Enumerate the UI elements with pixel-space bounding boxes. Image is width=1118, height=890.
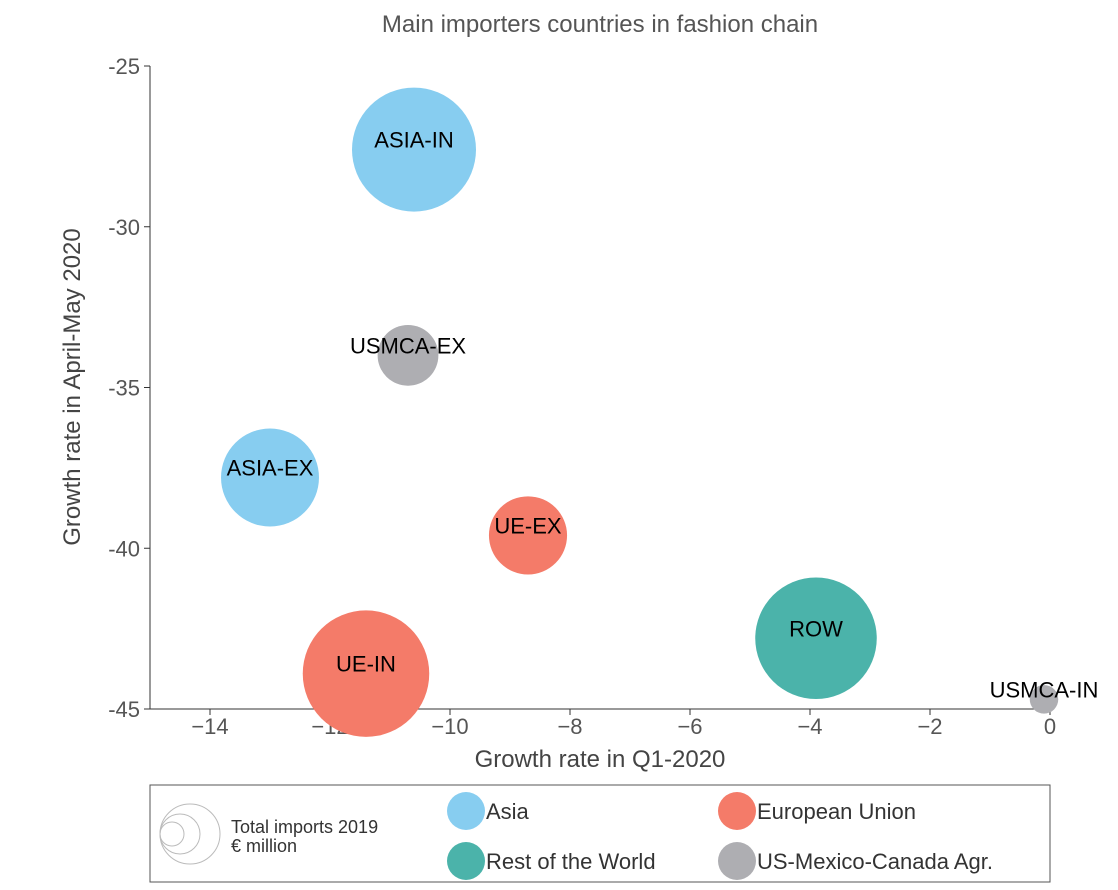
legend-swatch-rest-of-the-world <box>447 842 485 880</box>
x-axis-title: Growth rate in Q1-2020 <box>475 746 726 773</box>
y-tick-label: -35 <box>108 376 140 401</box>
bubble-label-asia-in: ASIA-IN <box>374 128 453 153</box>
axes <box>149 66 1050 710</box>
x-tick-label: 0 <box>1044 714 1056 739</box>
bubble-label-row: ROW <box>789 616 843 641</box>
x-tick-label: −6 <box>677 714 702 739</box>
bubble-label-usmca-in: USMCA-IN <box>990 677 1099 702</box>
bubble-row <box>755 577 877 700</box>
legend: Total imports 2019 € million Asia Europea… <box>149 784 1051 883</box>
x-tick-label: −14 <box>191 714 228 739</box>
legend-groups: Asia European Union Rest of the World US-Me… <box>447 792 993 880</box>
bubble-label-asia-ex: ASIA-EX <box>227 456 314 481</box>
size-legend-label-line1: Total imports 2019 <box>231 817 378 837</box>
y-tick-label: -40 <box>108 536 140 561</box>
x-tick-label: −4 <box>797 714 822 739</box>
chart-title: Main importers countries in fashion chai… <box>382 11 818 38</box>
bubble-label-layer: ASIA-IN USMCA-EX ASIA-EX UE-EX UE-IN ROW USMCA… <box>227 128 1099 703</box>
legend-swatch-asia <box>447 792 485 830</box>
bubble-ue-in <box>302 610 430 737</box>
tick-layer: −14 −12 −10 −8 −6 −4 −2 0-25-30-35-40-45 <box>108 54 1056 739</box>
x-tick-label: −10 <box>431 714 468 739</box>
bubble-usmca-ex <box>377 324 439 386</box>
legend-label-us-mexico-canada-agr: US-Mexico-Canada Agr. <box>757 849 993 874</box>
bubble-ue-ex <box>488 496 568 575</box>
bubble-label-ue-in: UE-IN <box>336 652 396 677</box>
y-tick-label: -45 <box>108 697 140 722</box>
bubble-asia-ex <box>221 428 319 527</box>
y-tick-label: -25 <box>108 54 140 79</box>
size-legend-label-line2: € million <box>231 836 297 856</box>
x-tick-label: −8 <box>557 714 582 739</box>
legend-label-asia: Asia <box>486 799 530 824</box>
size-legend-circle-large <box>159 803 221 865</box>
bubble-asia-in <box>352 87 476 212</box>
y-axis-title: Growth rate in April-May 2020 <box>59 228 86 545</box>
legend-label-european-union: European Union <box>757 799 916 824</box>
bubble-layer <box>221 87 1059 737</box>
size-legend: Total imports 2019 € million <box>159 803 378 865</box>
size-legend-circle-small <box>159 821 185 847</box>
bubble-label-usmca-ex: USMCA-EX <box>350 333 466 358</box>
y-tick-label: -30 <box>108 215 140 240</box>
bubble-label-ue-ex: UE-EX <box>494 513 562 538</box>
size-legend-circle-medium <box>159 813 201 855</box>
legend-box <box>149 784 1051 883</box>
x-tick-label: −2 <box>917 714 942 739</box>
legend-swatch-us-mexico-canada-agr <box>718 842 756 880</box>
legend-swatch-european-union <box>718 792 756 830</box>
bubble-usmca-in <box>1029 685 1059 714</box>
legend-label-rest-of-the-world: Rest of the World <box>486 849 656 874</box>
